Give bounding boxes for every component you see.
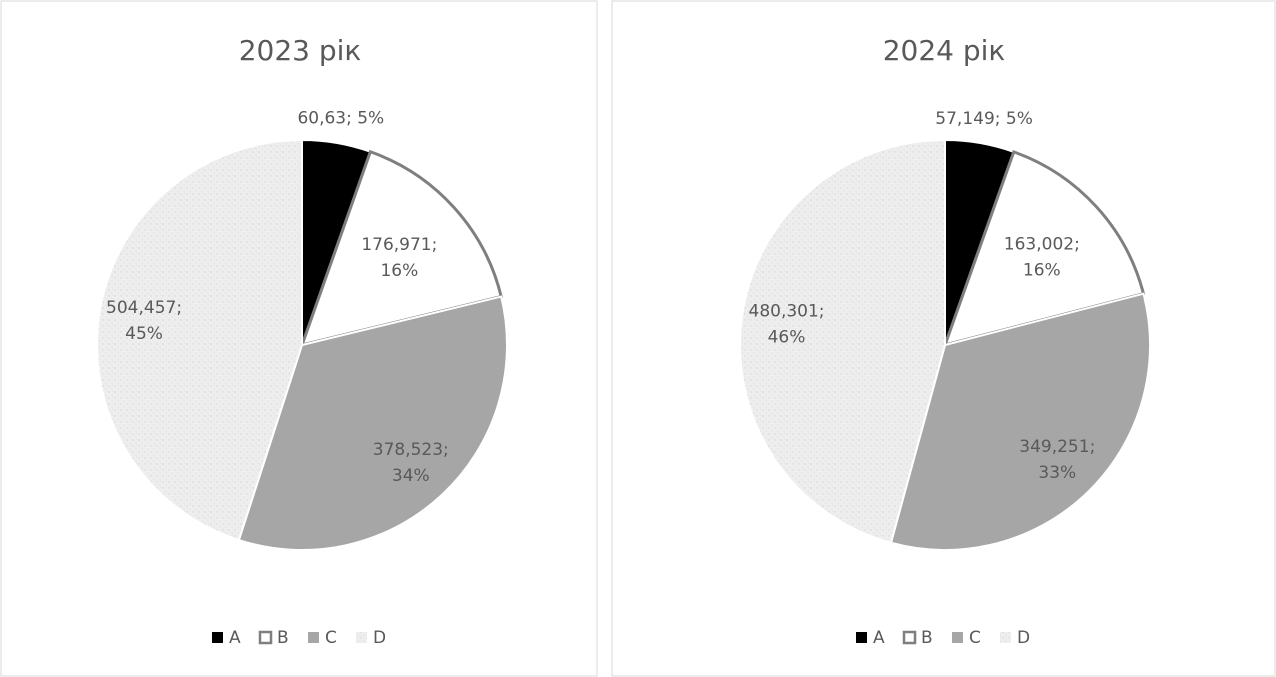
pie-slice bbox=[942, 149, 1146, 348]
pie-slice bbox=[96, 138, 303, 542]
data-label: 60,63; 5% bbox=[297, 109, 384, 129]
legend-swatch bbox=[212, 632, 223, 643]
data-label: 176,971; 16% bbox=[361, 235, 437, 281]
pie-slice bbox=[889, 292, 1151, 551]
legend-label: D bbox=[1017, 628, 1030, 648]
data-label: 163,002; 16% bbox=[1004, 234, 1080, 280]
legend-swatch bbox=[356, 632, 367, 643]
legend-label: D bbox=[373, 628, 386, 648]
pie-slice bbox=[299, 149, 504, 348]
legend-swatch bbox=[258, 630, 273, 645]
data-label: 504,457; 45% bbox=[106, 298, 182, 344]
legend-swatch bbox=[1000, 632, 1011, 643]
pie-slice bbox=[237, 295, 508, 551]
legend-swatch bbox=[902, 630, 917, 645]
chart-title: 2024 рік bbox=[883, 34, 1006, 67]
data-label: 57,149; 5% bbox=[935, 109, 1033, 129]
legend-label: A bbox=[873, 628, 885, 648]
legend-swatch bbox=[308, 632, 319, 643]
legend-swatch bbox=[856, 632, 867, 643]
pie-slice bbox=[739, 138, 946, 544]
legend-label: B bbox=[921, 628, 933, 648]
legend-label: B bbox=[277, 628, 289, 648]
chart-title: 2023 рік bbox=[239, 34, 362, 67]
legend-label: C bbox=[325, 628, 337, 648]
legend-label: A bbox=[229, 628, 241, 648]
data-label: 378,523; 34% bbox=[373, 440, 449, 486]
data-label: 480,301; 46% bbox=[749, 302, 825, 348]
data-label: 349,251; 33% bbox=[1019, 437, 1095, 483]
legend-swatch bbox=[952, 632, 963, 643]
legend-label: C bbox=[969, 628, 981, 648]
